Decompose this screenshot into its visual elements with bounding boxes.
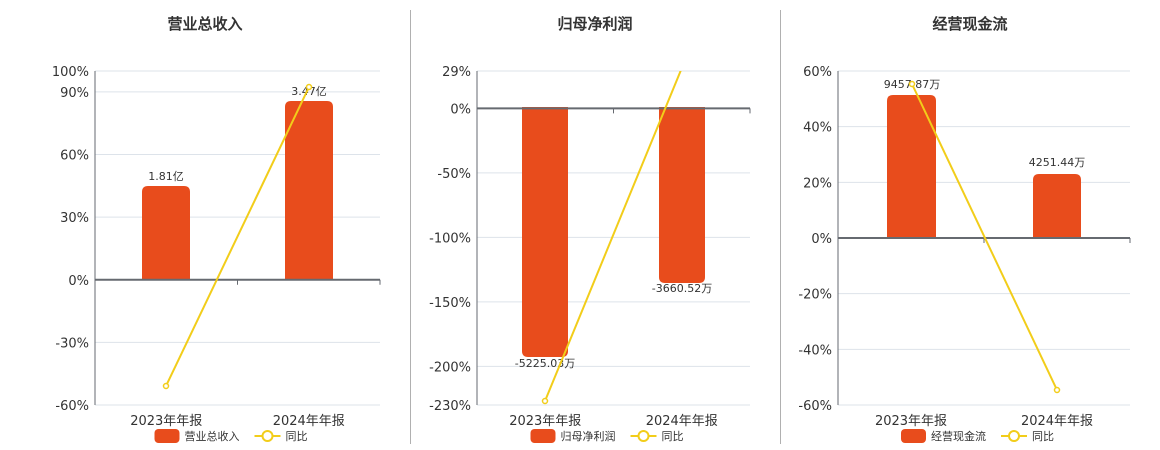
y-tick-label: -50% xyxy=(437,167,471,182)
chart-2: 60%40%20%0%-20%-40%-60%9457.87万4251.44万2… xyxy=(798,65,1131,443)
y-tick-label: 0% xyxy=(450,102,471,117)
y-tick-label: -20% xyxy=(798,288,832,303)
legend-bar-label: 营业总收入 xyxy=(185,429,240,443)
legend[interactable]: 营业总收入 同比 xyxy=(154,429,308,443)
yoy-point[interactable] xyxy=(541,397,549,405)
bar-value-label: -3660.52万 xyxy=(652,282,712,295)
y-tick-label: -150% xyxy=(429,296,471,311)
legend-bar-swatch xyxy=(154,429,180,443)
y-tick-label: -60% xyxy=(55,399,89,414)
bar[interactable] xyxy=(659,107,705,283)
y-tick-label: 29% xyxy=(442,65,471,80)
y-tick-label: -100% xyxy=(429,231,471,246)
chart-net-profit-panel: 归母净利润 xyxy=(410,0,780,450)
chart-title: 营业总收入 xyxy=(167,15,243,33)
x-category-label: 2024年年报 xyxy=(1021,414,1093,429)
bar-value-label: 1.81亿 xyxy=(148,170,184,183)
bar-value-label: 4251.44万 xyxy=(1029,156,1086,169)
yoy-point[interactable] xyxy=(305,83,313,91)
yoy-line xyxy=(541,71,682,405)
chart-title: 归母净利润 xyxy=(557,15,633,33)
yoy-point[interactable] xyxy=(908,80,916,88)
y-tick-label: -30% xyxy=(55,336,89,351)
legend[interactable]: 归母净利润 同比 xyxy=(530,429,684,443)
y-tick-label: 100% xyxy=(52,65,89,80)
y-tick-label: 60% xyxy=(803,65,832,80)
y-tick-label: -230% xyxy=(429,399,471,414)
y-tick-label: -40% xyxy=(798,343,832,358)
y-tick-label: 0% xyxy=(68,274,89,289)
legend-line-marker xyxy=(261,430,274,442)
bar[interactable] xyxy=(285,101,333,279)
bar[interactable] xyxy=(142,186,190,279)
legend-bar-label: 归母净利润 xyxy=(561,429,616,443)
bar-value-label: -5225.03万 xyxy=(515,357,575,370)
legend-line-marker xyxy=(637,430,650,442)
x-category-label: 2024年年报 xyxy=(273,414,345,429)
x-category-label: 2024年年报 xyxy=(646,414,718,429)
y-tick-label: 30% xyxy=(60,211,89,226)
yoy-line xyxy=(162,83,313,390)
legend-bar-swatch xyxy=(901,429,926,443)
y-tick-label: -200% xyxy=(429,360,471,375)
chart-revenue-panel: 营业总收入 xyxy=(0,0,410,450)
legend[interactable]: 经营现金流 同比 xyxy=(901,429,1054,443)
bar-value-label: 3.47亿 xyxy=(291,85,327,98)
panel-divider xyxy=(780,10,781,444)
x-category-label: 2023年年报 xyxy=(509,414,581,429)
yoy-line xyxy=(908,80,1061,394)
bar[interactable] xyxy=(522,107,568,357)
panel-divider xyxy=(410,10,411,444)
legend-bar-swatch xyxy=(530,429,556,443)
yoy-point[interactable] xyxy=(1053,386,1061,394)
y-tick-label: 0% xyxy=(811,232,832,247)
y-tick-label: 90% xyxy=(60,86,89,101)
x-category-label: 2023年年报 xyxy=(130,414,202,429)
yoy-point[interactable] xyxy=(162,382,170,390)
legend-line-label: 同比 xyxy=(286,430,308,443)
bar[interactable] xyxy=(1033,174,1081,238)
y-tick-label: 40% xyxy=(803,121,832,136)
x-category-label: 2023年年报 xyxy=(875,414,947,429)
legend-line-label: 同比 xyxy=(1032,430,1054,443)
y-tick-label: 60% xyxy=(60,149,89,164)
chart-0: 100% 90% 60% 30% 0% -30% -60% 1.81亿 3.47亿 2023年年报… xyxy=(52,65,381,443)
y-tick-label: -60% xyxy=(798,399,832,414)
legend-bar-label: 经营现金流 xyxy=(931,429,986,443)
chart-1: 29% 0% -50% -100% -150% -200% -230% -5225.03万 -3… xyxy=(429,65,751,443)
chart-title: 经营现金流 xyxy=(932,15,1008,33)
chart-cashflow-panel: 经营现金流 xyxy=(780,0,1160,450)
legend-line-label: 同比 xyxy=(662,430,684,443)
bar[interactable] xyxy=(887,95,936,238)
y-tick-label: 20% xyxy=(803,176,832,191)
legend-line-marker xyxy=(1008,430,1020,442)
